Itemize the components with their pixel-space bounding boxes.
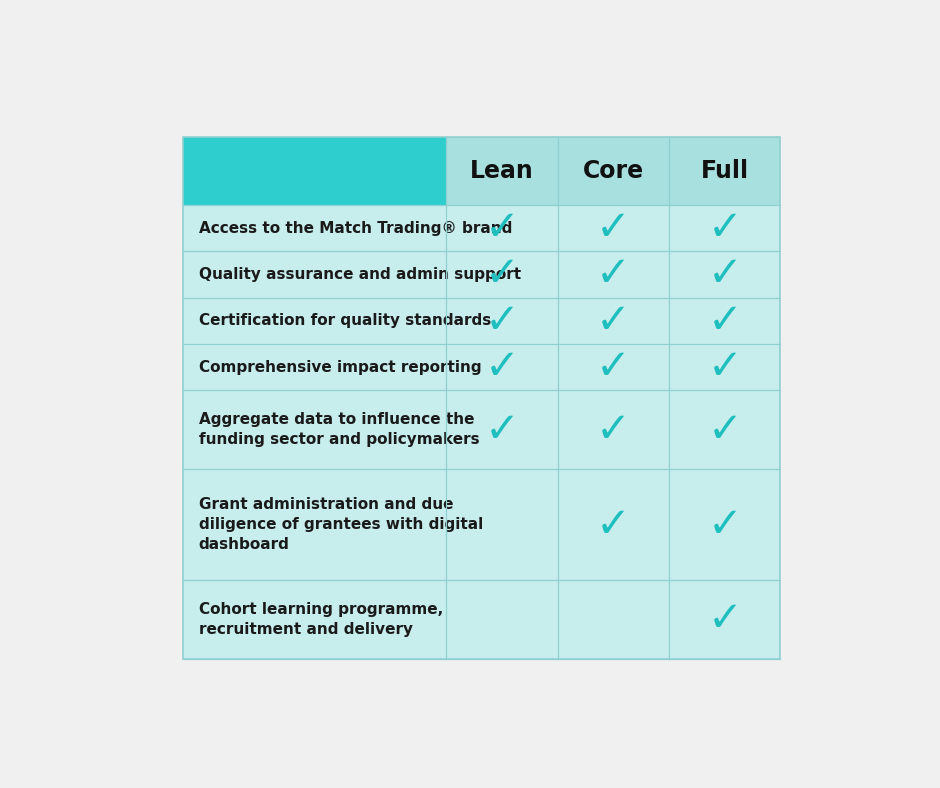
- Text: ✓: ✓: [708, 346, 743, 388]
- Text: ✓: ✓: [708, 598, 743, 641]
- Bar: [557, 251, 669, 298]
- Bar: [557, 298, 669, 344]
- Text: ✓: ✓: [708, 299, 743, 342]
- Text: ✓: ✓: [708, 254, 743, 296]
- Text: Cohort learning programme,
recruitment and delivery: Cohort learning programme, recruitment a…: [199, 602, 443, 637]
- Bar: [183, 251, 446, 298]
- Bar: [557, 344, 669, 390]
- Bar: [669, 298, 780, 344]
- Text: Core: Core: [583, 159, 644, 183]
- Text: Quality assurance and admin support: Quality assurance and admin support: [199, 267, 521, 282]
- Text: Grant administration and due
diligence of grantees with digital
dashboard: Grant administration and due diligence o…: [199, 496, 483, 552]
- Text: Full: Full: [701, 159, 749, 183]
- Text: ✓: ✓: [596, 299, 631, 342]
- Bar: [557, 205, 669, 251]
- Bar: [669, 251, 780, 298]
- Text: Lean: Lean: [470, 159, 534, 183]
- Text: ✓: ✓: [484, 299, 519, 342]
- Text: Aggregate data to influence the
funding sector and policymakers: Aggregate data to influence the funding …: [199, 412, 479, 448]
- Text: ✓: ✓: [484, 408, 519, 451]
- Text: Comprehensive impact reporting: Comprehensive impact reporting: [199, 359, 481, 374]
- Text: Certification for quality standards: Certification for quality standards: [199, 313, 491, 328]
- Text: ✓: ✓: [708, 207, 743, 249]
- Bar: [183, 205, 446, 251]
- Bar: [669, 205, 780, 251]
- Text: ✓: ✓: [484, 207, 519, 249]
- Bar: [183, 298, 446, 344]
- Text: ✓: ✓: [708, 504, 743, 545]
- Bar: [446, 251, 557, 298]
- Text: ✓: ✓: [596, 346, 631, 388]
- Text: Access to the Match Trading® brand: Access to the Match Trading® brand: [199, 221, 512, 236]
- Bar: [446, 298, 557, 344]
- Text: ✓: ✓: [596, 254, 631, 296]
- Bar: [669, 344, 780, 390]
- Text: ✓: ✓: [596, 504, 631, 545]
- Bar: [446, 205, 557, 251]
- Bar: [446, 344, 557, 390]
- Bar: [183, 344, 446, 390]
- Text: ✓: ✓: [596, 207, 631, 249]
- Text: ✓: ✓: [708, 408, 743, 451]
- Text: ✓: ✓: [484, 346, 519, 388]
- Text: ✓: ✓: [596, 408, 631, 451]
- Text: ✓: ✓: [484, 254, 519, 296]
